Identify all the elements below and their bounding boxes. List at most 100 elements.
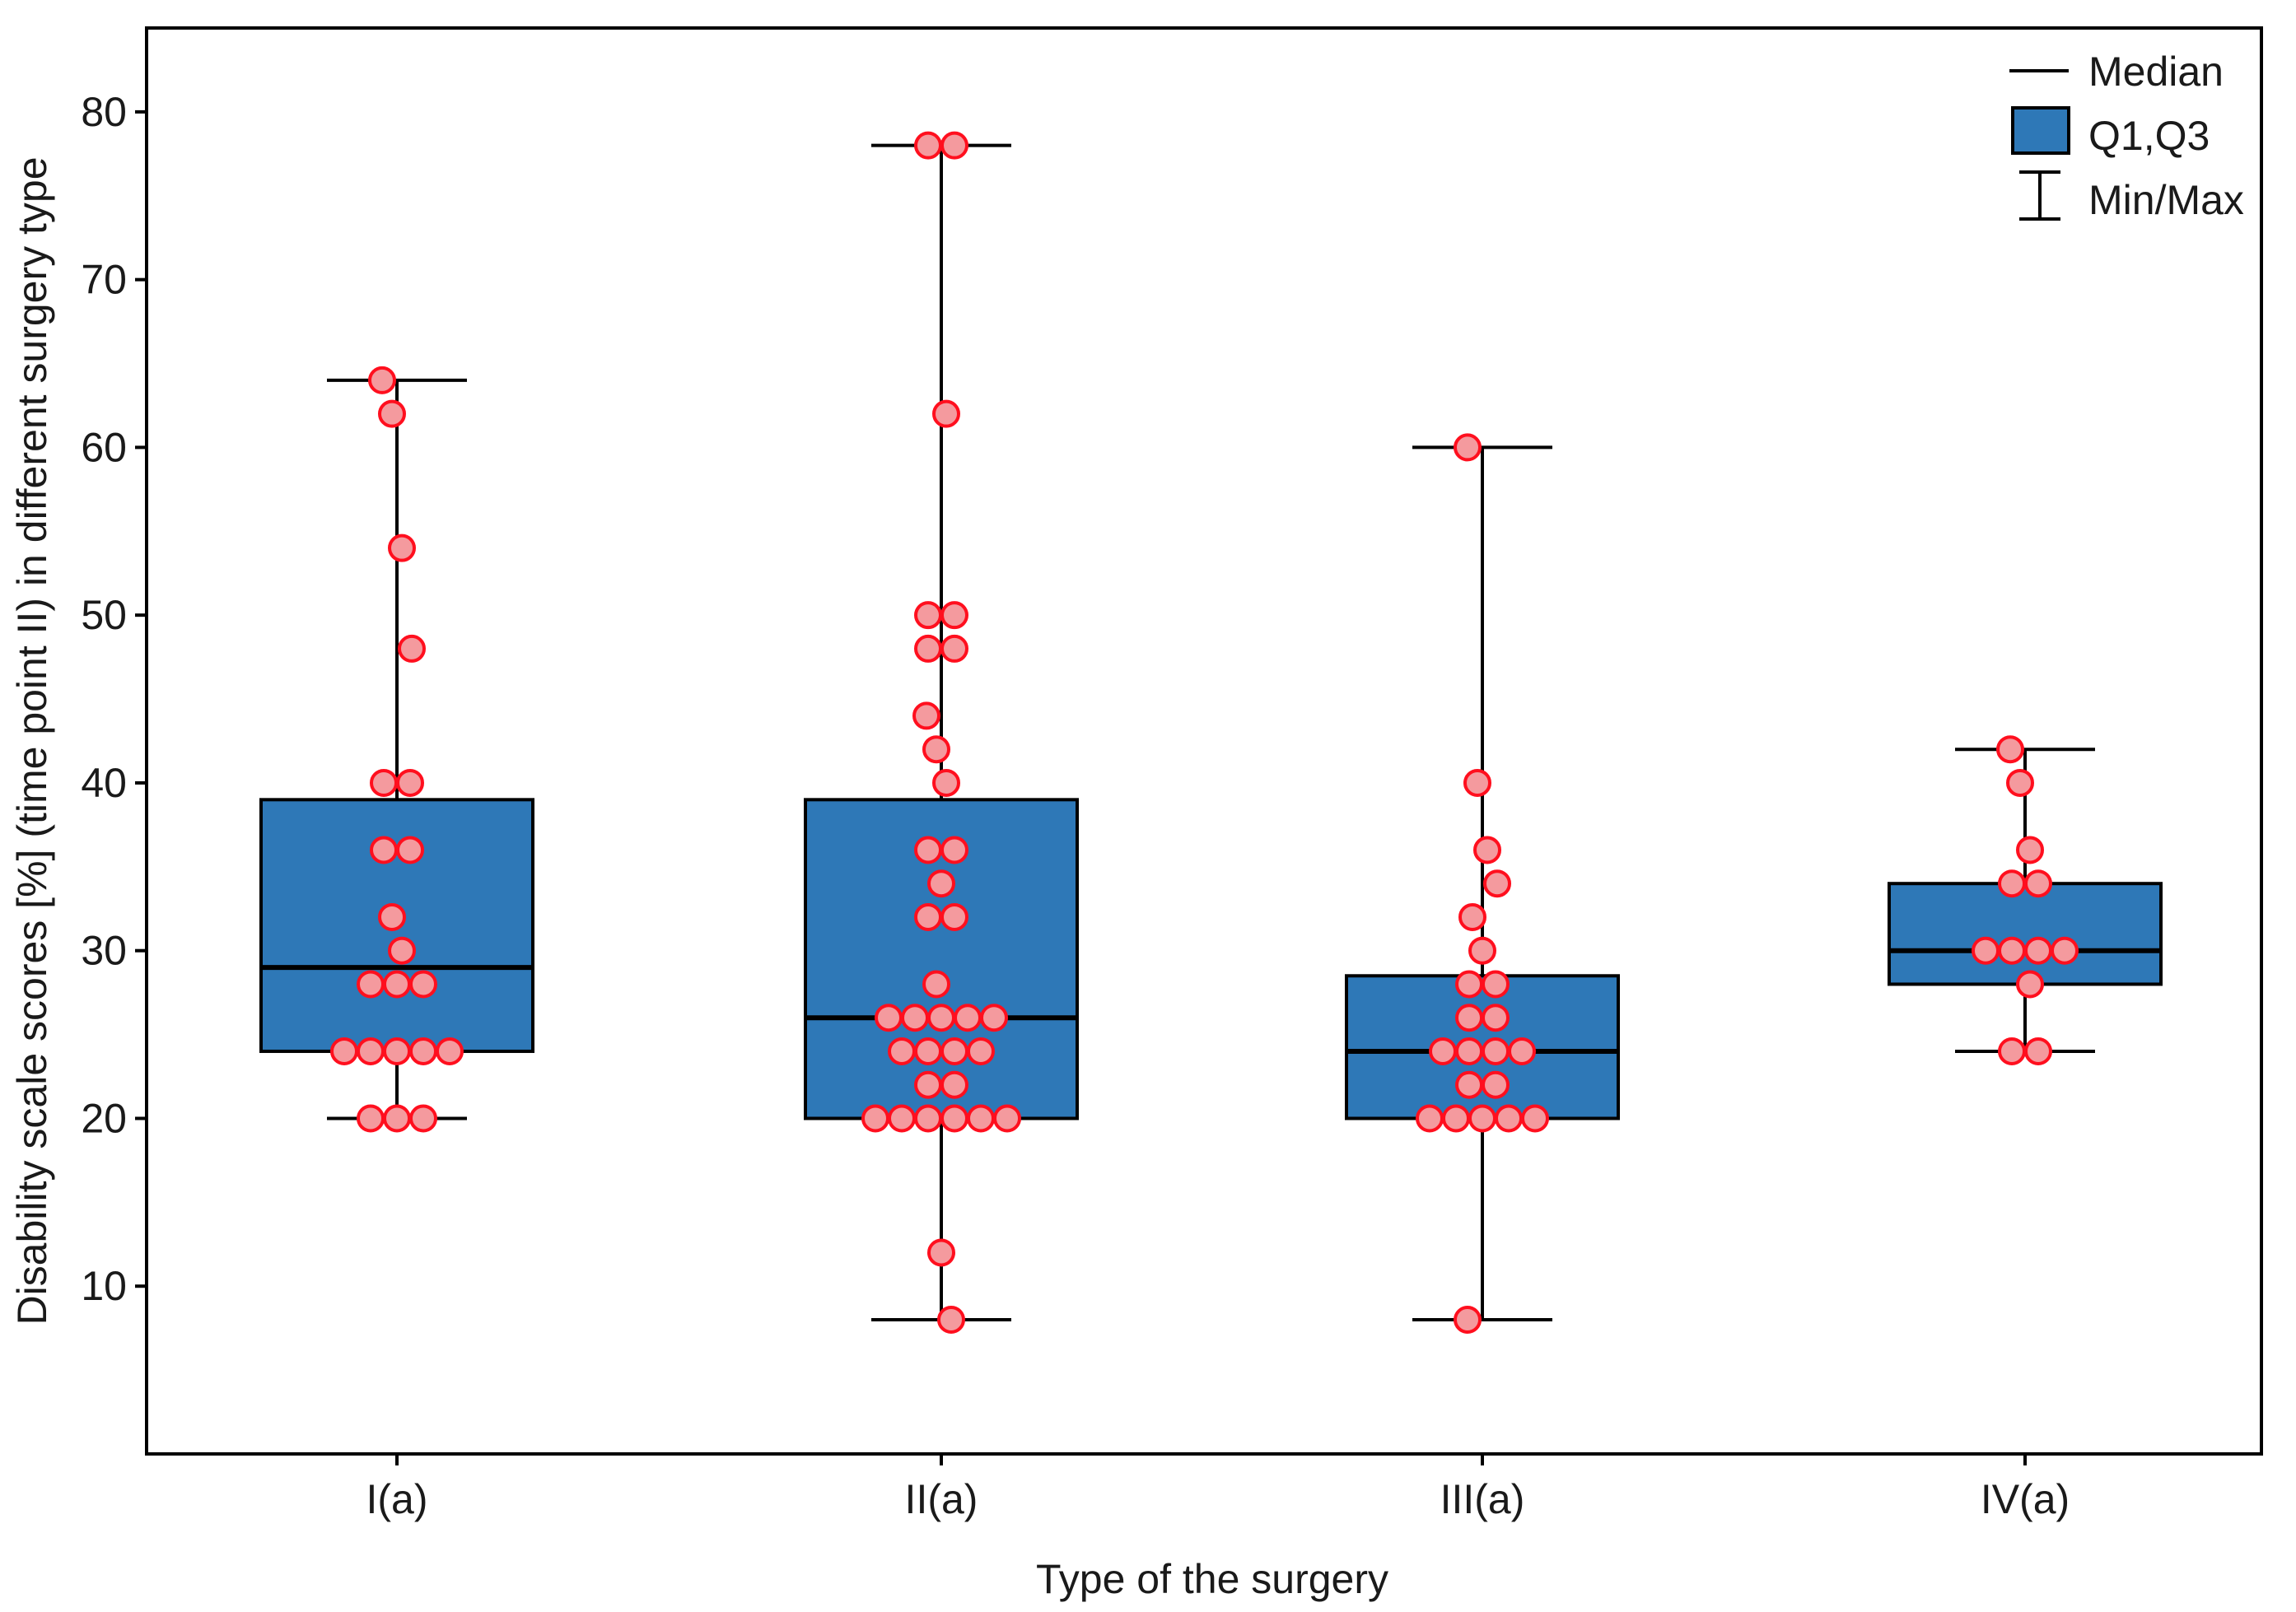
data-point [940, 836, 968, 864]
data-point [912, 701, 940, 730]
data-point [396, 768, 424, 797]
data-point [2016, 836, 2044, 864]
data-point [1972, 936, 2000, 965]
data-point [1468, 1104, 1496, 1133]
data-point [1495, 1104, 1523, 1133]
data-point [914, 1104, 942, 1133]
plot-area [145, 26, 2263, 1456]
data-point [1454, 1305, 1482, 1334]
data-point [1455, 970, 1483, 999]
data-point [1508, 1037, 1536, 1065]
data-point [1429, 1037, 1457, 1065]
box-q1-q3 [1888, 882, 2163, 986]
x-axis: I(a) II(a) III(a) IV(a) [366, 1454, 2070, 1522]
data-point [383, 1104, 411, 1133]
data-point [409, 1037, 437, 1065]
y-tick-label-70: 70 [81, 257, 127, 303]
data-point [1483, 869, 1511, 898]
data-point [378, 902, 406, 931]
data-point [2016, 970, 2044, 999]
data-point [1482, 1037, 1510, 1065]
y-axis: 10 20 30 40 50 60 70 80 [81, 89, 147, 1309]
legend-minmax-swatch [2019, 170, 2060, 221]
y-tick-label-30: 30 [81, 928, 127, 974]
data-point [1998, 869, 2026, 898]
x-tick-label-1: II(a) [905, 1476, 978, 1522]
data-point [409, 1104, 437, 1133]
data-point [993, 1104, 1021, 1133]
points-II(a) [861, 131, 1021, 1334]
data-point [2006, 768, 2034, 797]
data-point [940, 1070, 968, 1099]
legend-q1q3-label: Q1,Q3 [2088, 113, 2210, 159]
data-point [368, 366, 396, 394]
data-point [1442, 1104, 1470, 1133]
data-point [932, 768, 960, 797]
legend-q1q3-swatch [2011, 106, 2070, 155]
data-point [967, 1037, 995, 1065]
data-point [370, 768, 398, 797]
data-point [1455, 1004, 1483, 1032]
y-tick-label-50: 50 [81, 592, 127, 638]
data-point [901, 1004, 929, 1032]
x-axis-title: Type of the surgery [1036, 1556, 1388, 1602]
data-point [370, 836, 398, 864]
data-point [357, 970, 385, 999]
data-point [388, 533, 416, 562]
data-point [1455, 1070, 1483, 1099]
x-tick-label-2: III(a) [1440, 1476, 1525, 1522]
data-point [914, 1070, 942, 1099]
data-point [954, 1004, 982, 1032]
data-point [1455, 1037, 1483, 1065]
y-tick-label-60: 60 [81, 424, 127, 470]
data-point [1468, 936, 1496, 965]
data-point [2051, 936, 2079, 965]
data-point [1454, 433, 1482, 462]
data-point [875, 1004, 903, 1032]
data-point [409, 970, 437, 999]
legend: Median Q1,Q3 Min/Max [2009, 49, 2244, 223]
data-point [1482, 970, 1510, 999]
points-III(a) [1416, 433, 1549, 1334]
y-axis-title: Disability scale scores [%] (time point … [9, 156, 55, 1325]
data-point [383, 1037, 411, 1065]
x-tick-label-3: IV(a) [1981, 1476, 2070, 1522]
legend-minmax-label: Min/Max [2088, 177, 2244, 223]
data-point [967, 1104, 995, 1133]
y-tick-label-40: 40 [81, 760, 127, 806]
data-point [1458, 902, 1486, 931]
data-point [330, 1037, 358, 1065]
data-point [1473, 836, 1501, 864]
data-point [888, 1037, 916, 1065]
data-point [861, 1104, 889, 1133]
data-point [1998, 936, 2026, 965]
data-point [396, 836, 424, 864]
data-point [937, 1305, 965, 1334]
data-point [914, 902, 942, 931]
data-point [1416, 1104, 1444, 1133]
data-point [940, 131, 968, 160]
data-point [1521, 1104, 1549, 1133]
data-point [927, 1238, 955, 1267]
data-point [927, 869, 955, 898]
data-point [922, 970, 950, 999]
data-point [2024, 1037, 2052, 1065]
data-point [914, 601, 942, 630]
data-point [1998, 1037, 2026, 1065]
data-point [927, 1004, 955, 1032]
data-point [2024, 869, 2052, 898]
data-point [914, 131, 942, 160]
legend-median-label: Median [2088, 49, 2224, 95]
y-tick-label-20: 20 [81, 1095, 127, 1141]
points-IV(a) [1972, 735, 2079, 1065]
data-point [1463, 768, 1491, 797]
y-tick-label-10: 10 [81, 1263, 127, 1309]
data-point [914, 1037, 942, 1065]
data-points [330, 131, 2079, 1334]
data-point [378, 399, 406, 428]
data-point [914, 836, 942, 864]
data-point [1482, 1004, 1510, 1032]
data-point [940, 902, 968, 931]
data-point [922, 735, 950, 764]
